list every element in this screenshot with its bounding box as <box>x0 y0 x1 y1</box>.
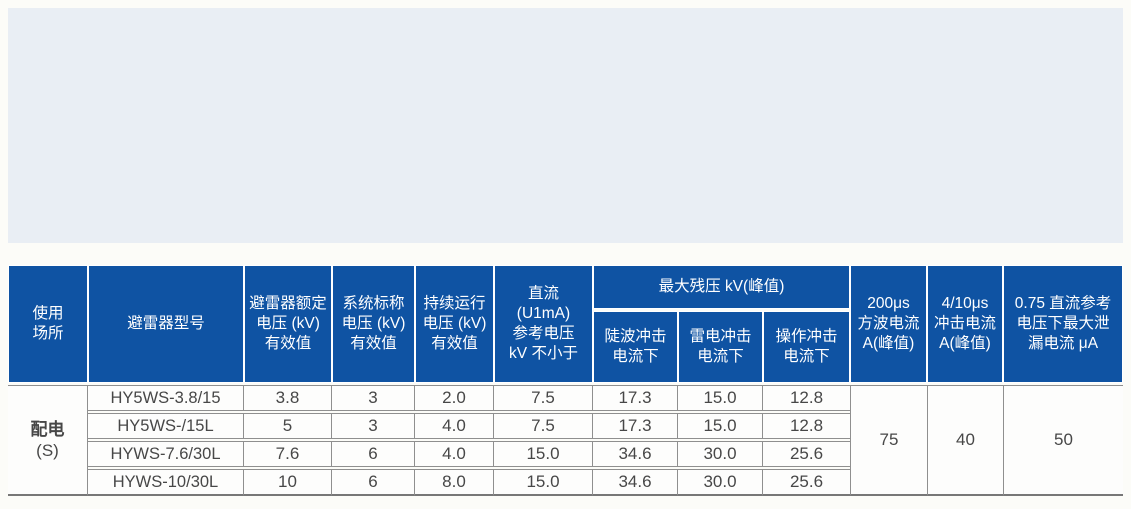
cell-continuous-voltage: 2.0 <box>415 385 494 411</box>
col-header-switching-impulse: 操作冲击 电流下 <box>763 311 851 383</box>
cell-continuous-voltage: 4.0 <box>415 413 494 439</box>
col-header-max-residual-group: 最大残压 kV(峰值) <box>593 265 851 309</box>
cell-switching-residual: 12.8 <box>763 385 851 411</box>
col-header-dc-reference-voltage: 直流 (U1mA) 参考电压 kV 不小于 <box>494 265 593 383</box>
col-header-lightning-impulse: 雷电冲击 电流下 <box>678 311 763 383</box>
col-header-square-wave-current: 200μs 方波电流 A(峰值) <box>850 265 928 383</box>
cell-dc-reference: 7.5 <box>494 385 593 411</box>
col-header-continuous-voltage: 持续运行 电压 (kV) 有效值 <box>415 265 494 383</box>
cell-nominal-voltage: 3 <box>332 413 415 439</box>
col-header-rated-voltage: 避雷器额定 电压 (kV) 有效值 <box>244 265 332 383</box>
table-row: 配电 (S) HY5WS-3.8/15 3.8 3 2.0 7.5 17.3 1… <box>8 385 1124 496</box>
table-row: HY5WS-/15L 5 3 4.0 7.5 17.3 15.0 12.8 <box>8 413 1123 439</box>
cell-steep-residual: 34.6 <box>593 441 678 467</box>
arrester-spec-table: 使用 场所 避雷器型号 避雷器额定 电压 (kV) 有效值 系统标称 电压 (k… <box>8 263 1124 498</box>
cell-lightning-residual: 30.0 <box>678 441 763 467</box>
cell-rated-voltage: 3.8 <box>244 385 332 411</box>
cell-model: HY5WS-/15L <box>88 413 244 439</box>
cell-rated-voltage: 10 <box>244 469 332 496</box>
cell-continuous-voltage: 8.0 <box>415 469 494 496</box>
cell-model: HYWS-7.6/30L <box>88 441 244 467</box>
table-row: HYWS-7.6/30L 7.6 6 4.0 15.0 34.6 30.0 25… <box>8 441 1123 467</box>
cell-rated-voltage: 5 <box>244 413 332 439</box>
col-header-impulse-current: 4/10μs 冲击电流 A(峰值) <box>927 265 1004 383</box>
col-header-steep-impulse: 陡波冲击 电流下 <box>593 311 678 383</box>
cell-dc-reference: 15.0 <box>494 441 593 467</box>
cell-steep-residual: 34.6 <box>593 469 678 496</box>
col-header-usage-location: 使用 场所 <box>8 265 88 383</box>
cell-impulse-current: 40 <box>927 385 1004 496</box>
table-row: HYWS-10/30L 10 6 8.0 15.0 34.6 30.0 25.6 <box>8 469 1123 496</box>
cell-model: HY5WS-3.8/15 <box>88 385 244 411</box>
usage-location-sub: (S) <box>36 441 59 460</box>
cell-square-wave-current: 75 <box>850 385 928 496</box>
cell-lightning-residual: 15.0 <box>678 413 763 439</box>
cell-steep-residual: 17.3 <box>593 385 678 411</box>
cell-dc-reference: 7.5 <box>494 413 593 439</box>
cell-leakage-current: 50 <box>1003 385 1124 496</box>
cell-usage-location: 配电 (S) <box>8 385 88 496</box>
cell-steep-residual: 17.3 <box>593 413 678 439</box>
hero-panel <box>8 8 1123 243</box>
cell-dc-reference: 15.0 <box>494 469 593 496</box>
usage-location-main: 配电 <box>30 419 65 439</box>
col-header-model: 避雷器型号 <box>88 265 244 383</box>
col-header-nominal-voltage: 系统标称 电压 (kV) 有效值 <box>332 265 415 383</box>
cell-nominal-voltage: 6 <box>332 469 415 496</box>
cell-nominal-voltage: 6 <box>332 441 415 467</box>
cell-lightning-residual: 30.0 <box>678 469 763 496</box>
cell-switching-residual: 12.8 <box>763 413 851 439</box>
col-header-leakage-current: 0.75 直流参考 电压下最大泄 漏电流 μA <box>1003 265 1124 383</box>
cell-nominal-voltage: 3 <box>332 385 415 411</box>
cell-lightning-residual: 15.0 <box>678 385 763 411</box>
cell-rated-voltage: 7.6 <box>244 441 332 467</box>
cell-switching-residual: 25.6 <box>763 441 851 467</box>
cell-continuous-voltage: 4.0 <box>415 441 494 467</box>
cell-model: HYWS-10/30L <box>88 469 244 496</box>
cell-switching-residual: 25.6 <box>763 469 851 496</box>
